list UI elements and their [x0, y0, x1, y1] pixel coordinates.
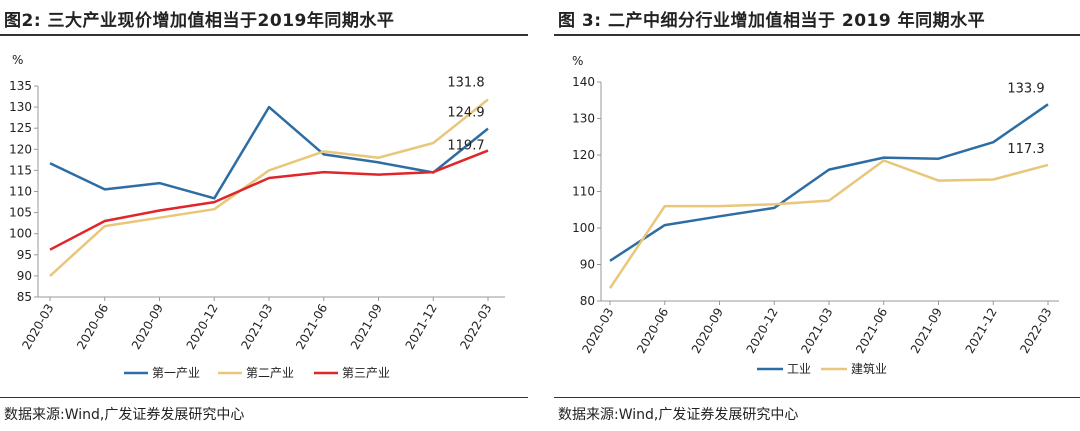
- x-tick-label: 2021-03: [798, 306, 835, 356]
- x-tick-label: 2020-03: [579, 306, 616, 356]
- x-tick-label: 2020-03: [19, 302, 56, 352]
- y-tick-label: 105: [9, 206, 32, 220]
- source-divider: [0, 397, 528, 398]
- series-line-1: [609, 103, 1049, 262]
- x-tick-label: 2020-06: [634, 306, 671, 356]
- y-tick-label: 90: [580, 258, 595, 272]
- legend-label: 第一产业: [152, 366, 200, 380]
- y-tick-label: 120: [9, 142, 32, 156]
- end-value-label: 131.8: [447, 76, 484, 91]
- x-tick-label: 2020-09: [129, 302, 166, 352]
- series-line-3: [49, 149, 489, 251]
- x-tick-label: 2021-09: [348, 302, 385, 352]
- y-unit-label: %: [572, 54, 583, 68]
- x-tick-label: 2020-12: [184, 302, 221, 352]
- y-tick-label: 140: [572, 75, 595, 89]
- series-line-2: [608, 159, 1049, 289]
- y-tick-label: 125: [9, 121, 32, 135]
- x-tick-label: 2021-06: [293, 302, 330, 352]
- x-tick-label: 2021-03: [238, 302, 275, 352]
- y-tick-label: 115: [9, 163, 32, 177]
- x-tick-label: 2021-12: [963, 306, 1000, 356]
- x-tick-label: 2020-12: [744, 306, 781, 356]
- x-tick-label: 2021-12: [403, 302, 440, 352]
- end-value-label: 117.3: [1007, 142, 1044, 157]
- chart-panel-right: 图 3: 二产中细分行业增加值相当于 2019 年同期水平 % 80 90 100 11…: [554, 0, 1080, 431]
- chart-panel-left: 图2: 三大产业现价增加值相当于2019年同期水平 % 85 90 95 100 105 1…: [0, 0, 528, 431]
- chart-title: 图2: 三大产业现价增加值相当于2019年同期水平: [4, 11, 395, 31]
- y-tick-label: 95: [17, 248, 32, 262]
- line-chart: % 85 90 95 100 105 110 115 120 125 130 135 2020-03 20…: [9, 53, 505, 380]
- line-chart: % 80 90 100 110 120 130 140 2020-03 2020-06 2020-0…: [572, 54, 1059, 376]
- x-tick-label: 2022-03: [457, 302, 494, 352]
- legend-label: 建筑业: [851, 361, 887, 376]
- series-line-2: [49, 98, 489, 277]
- legend-label: 第二产业: [246, 366, 294, 380]
- legend-label: 工业: [787, 362, 811, 376]
- y-tick-label: 80: [580, 294, 595, 308]
- y-tick-label: 120: [572, 148, 595, 162]
- y-tick-label: 130: [572, 112, 595, 126]
- x-tick-label: 2021-09: [908, 306, 945, 356]
- x-tick-label: 2020-09: [689, 306, 726, 356]
- y-tick-label: 90: [17, 269, 32, 283]
- y-tick-label: 100: [572, 221, 595, 235]
- legend-label: 第三产业: [342, 366, 390, 380]
- x-tick-label: 2021-06: [853, 306, 890, 356]
- title-divider: [0, 34, 528, 36]
- end-value-label: 119.7: [447, 139, 484, 154]
- chart-title: 图 3: 二产中细分行业增加值相当于 2019 年同期水平: [558, 11, 986, 31]
- end-value-label: 133.9: [1007, 81, 1044, 96]
- source-note: 数据来源:Wind,广发证券发展研究中心: [558, 407, 799, 423]
- y-tick-label: 110: [572, 185, 595, 199]
- y-tick-label: 135: [9, 79, 32, 93]
- y-tick-label: 110: [9, 185, 32, 199]
- y-tick-label: 130: [9, 100, 32, 114]
- end-value-label: 124.9: [447, 106, 484, 121]
- y-unit-label: %: [12, 53, 23, 67]
- source-note: 数据来源:Wind,广发证券发展研究中心: [4, 407, 245, 423]
- x-tick-label: 2020-06: [74, 302, 111, 352]
- title-divider: [554, 34, 1080, 36]
- source-divider: [554, 397, 1080, 398]
- series-line-1: [49, 105, 489, 200]
- x-tick-label: 2022-03: [1017, 306, 1054, 356]
- y-tick-label: 100: [9, 227, 32, 241]
- y-tick-label: 85: [17, 290, 32, 304]
